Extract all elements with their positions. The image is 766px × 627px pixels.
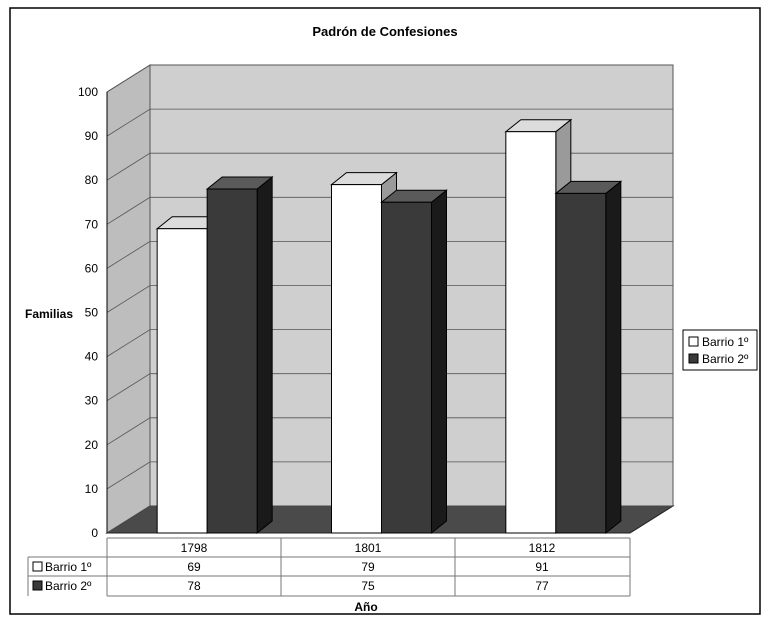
- y-axis-label: Familias: [25, 307, 73, 321]
- table-cell-barrio-1-1812: 91: [535, 560, 549, 574]
- x-axis-label: Año: [354, 600, 377, 614]
- table-swatch-barrio-1: [32, 561, 43, 572]
- gridline: [106, 373, 673, 402]
- y-tick-label: 70: [85, 217, 99, 231]
- table-cell-barrio-1-1801: 79: [361, 560, 375, 574]
- y-tick-label: 90: [85, 129, 99, 143]
- bar-Barrio 2º-1812: [554, 180, 623, 535]
- gridline: [106, 240, 673, 269]
- gridline: [106, 196, 673, 225]
- gridlines: [106, 64, 673, 534]
- table-swatch-barrio-2: [32, 580, 43, 591]
- bar-front: [156, 228, 208, 534]
- bar-front: [505, 131, 557, 534]
- table-cell-barrio-2-1812: 77: [535, 579, 549, 593]
- table-row-label-barrio-1: Barrio 1º: [45, 560, 92, 574]
- y-tick-label: 100: [78, 85, 98, 99]
- legend-swatch-barrio-1: [688, 336, 699, 347]
- gridline: [106, 329, 673, 357]
- legend-label-barrio-1: Barrio 1º: [702, 335, 749, 349]
- y-tick-label: 40: [85, 350, 99, 364]
- legend-label-barrio-2: Barrio 2º: [702, 352, 749, 366]
- gridline: [106, 108, 673, 137]
- gridline: [106, 461, 673, 490]
- bar-Barrio 2º-1798: [205, 175, 274, 535]
- bar-Barrio 1º-1812: [504, 118, 573, 535]
- bar-front: [555, 192, 607, 534]
- y-tick-label: 10: [85, 482, 99, 496]
- table-cell-barrio-2-1801: 75: [361, 579, 375, 593]
- bar-side: [256, 175, 273, 535]
- y-tick-labels: 0 10 20 30 40 50 60 70 80 90 100: [78, 85, 98, 540]
- table-cell-barrio-2-1798: 78: [187, 579, 201, 593]
- bar-front: [206, 188, 258, 534]
- bar-side: [605, 180, 622, 535]
- y-tick-label: 50: [85, 306, 99, 320]
- y-tick-label: 80: [85, 173, 99, 187]
- table-cell-barrio-1-1798: 69: [187, 560, 201, 574]
- table-header-1812: 1812: [529, 541, 556, 555]
- gridline: [106, 64, 673, 93]
- data-table: 1798 1801 1812 Barrio 1º Barrio 2º 69 79…: [27, 537, 631, 597]
- table-row-label-barrio-2: Barrio 2º: [45, 579, 92, 593]
- gridline: [106, 505, 673, 534]
- y-tick-label: 0: [91, 526, 98, 540]
- gridline: [106, 417, 673, 446]
- y-tick-label: 30: [85, 394, 99, 408]
- bar-front: [331, 184, 382, 534]
- y-tick-label: 20: [85, 438, 99, 452]
- chart-title: Padrón de Confesiones: [312, 24, 457, 39]
- bar-Barrio 2º-1801: [380, 189, 448, 535]
- bars: [155, 118, 623, 535]
- legend-swatch-barrio-2: [688, 353, 699, 364]
- table-header-1801: 1801: [355, 541, 382, 555]
- gridline: [106, 285, 673, 313]
- gridline: [106, 152, 673, 181]
- bar-side: [431, 189, 447, 535]
- bar-front: [381, 201, 432, 534]
- y-tick-label: 60: [85, 261, 99, 275]
- table-header-1798: 1798: [181, 541, 208, 555]
- legend: Barrio 1º Barrio 2º: [682, 329, 758, 371]
